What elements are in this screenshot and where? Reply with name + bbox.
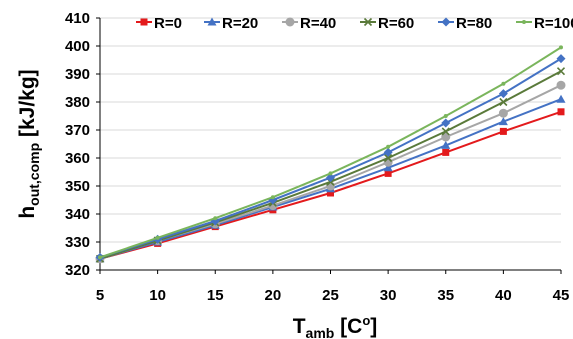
- series-lines: [95, 45, 566, 264]
- legend-item: R=40: [282, 15, 336, 32]
- data-point: [498, 117, 508, 126]
- y-tick-label: 360: [65, 150, 90, 167]
- legend-marker: [522, 20, 526, 24]
- data-point: [501, 81, 506, 86]
- data-point: [155, 235, 160, 240]
- data-point: [383, 147, 393, 157]
- y-tick-label: 320: [65, 262, 90, 279]
- axes: [99, 18, 561, 271]
- x-axis-title-main: T: [293, 315, 306, 338]
- data-point: [386, 144, 391, 149]
- x-tick-label: 20: [265, 287, 282, 304]
- data-point: [98, 255, 102, 260]
- legend-marker: [207, 17, 217, 26]
- gridlines: [100, 17, 561, 243]
- legend-item: R=0: [136, 15, 182, 32]
- x-axis-title-sub: amb: [306, 325, 335, 339]
- y-axis-title-main: h: [16, 206, 39, 219]
- y-tick-label: 400: [65, 38, 90, 55]
- data-point: [384, 169, 392, 177]
- legend-label: R=80: [456, 15, 492, 32]
- data-point: [556, 80, 566, 90]
- data-point: [556, 94, 566, 103]
- legend-marker: [363, 17, 373, 27]
- series-r-100: [98, 45, 563, 260]
- x-tick-label: 30: [380, 287, 397, 304]
- y-axis-title-sub: out,comp: [26, 143, 42, 206]
- y-tick-label: 410: [65, 10, 90, 27]
- x-tick-label: 45: [553, 287, 570, 304]
- data-point: [559, 45, 563, 50]
- data-point: [384, 153, 393, 163]
- legend-marker: [285, 17, 295, 27]
- legend-marker: [140, 18, 148, 26]
- data-point: [443, 114, 448, 118]
- legend-item: R=100: [516, 15, 573, 32]
- y-tick-label: 340: [65, 206, 90, 223]
- legend-marker: [441, 17, 451, 27]
- data-point: [328, 171, 333, 176]
- x-axis-title-unit: [C: [334, 315, 362, 338]
- y-tick-label: 370: [65, 122, 90, 139]
- data-point: [557, 108, 565, 116]
- x-tick-label: 35: [437, 287, 454, 304]
- y-tick-label: 350: [65, 178, 90, 195]
- x-axis-title-sup: o: [362, 313, 370, 328]
- legend-item: R=60: [360, 15, 414, 32]
- legend-label: R=40: [300, 15, 336, 32]
- legend-label: R=0: [154, 15, 182, 32]
- data-point: [498, 89, 508, 99]
- data-point: [499, 97, 508, 107]
- data-point: [270, 195, 275, 200]
- series-r-80: [95, 54, 566, 262]
- x-tick-label: 15: [207, 287, 224, 304]
- x-tick-label: 25: [322, 287, 339, 304]
- data-point: [498, 108, 508, 118]
- series-line: [99, 46, 562, 259]
- x-tick-labels: 5 10 15 20 25 30 35 40 45: [96, 270, 570, 304]
- y-tick-label: 380: [65, 94, 90, 111]
- y-axis-title-unit: [kJ/kg]: [16, 69, 39, 143]
- y-tick-labels: 320 330 340 350 360 370 380 390 400 410: [65, 10, 100, 279]
- legend: R=0 R=20 R=40 R=60 R=80 R=100: [136, 15, 573, 32]
- legend-label: R=100: [534, 15, 573, 32]
- x-axis-title-close: ]: [370, 315, 377, 338]
- data-point: [441, 140, 451, 149]
- legend-item: R=20: [204, 15, 258, 32]
- y-axis-title: hout,comp [kJ/kg]: [16, 69, 42, 218]
- data-point: [383, 163, 393, 172]
- x-axis-title: Tamb [Co]: [293, 313, 378, 339]
- data-point: [441, 127, 450, 136]
- x-tick-label: 40: [495, 287, 512, 304]
- legend-label: R=20: [222, 15, 258, 32]
- legend-label: R=60: [378, 15, 414, 32]
- data-point: [556, 54, 566, 64]
- data-point: [442, 148, 450, 156]
- data-point: [556, 67, 566, 76]
- legend-item: R=80: [438, 15, 492, 32]
- y-tick-label: 330: [65, 234, 90, 251]
- x-tick-label: 5: [96, 287, 104, 304]
- data-point: [213, 216, 218, 221]
- data-point: [327, 189, 334, 197]
- y-tick-label: 390: [65, 66, 90, 83]
- x-tick-label: 10: [149, 287, 166, 304]
- data-point: [499, 127, 507, 135]
- series-r-60: [95, 67, 566, 263]
- data-point: [441, 118, 451, 128]
